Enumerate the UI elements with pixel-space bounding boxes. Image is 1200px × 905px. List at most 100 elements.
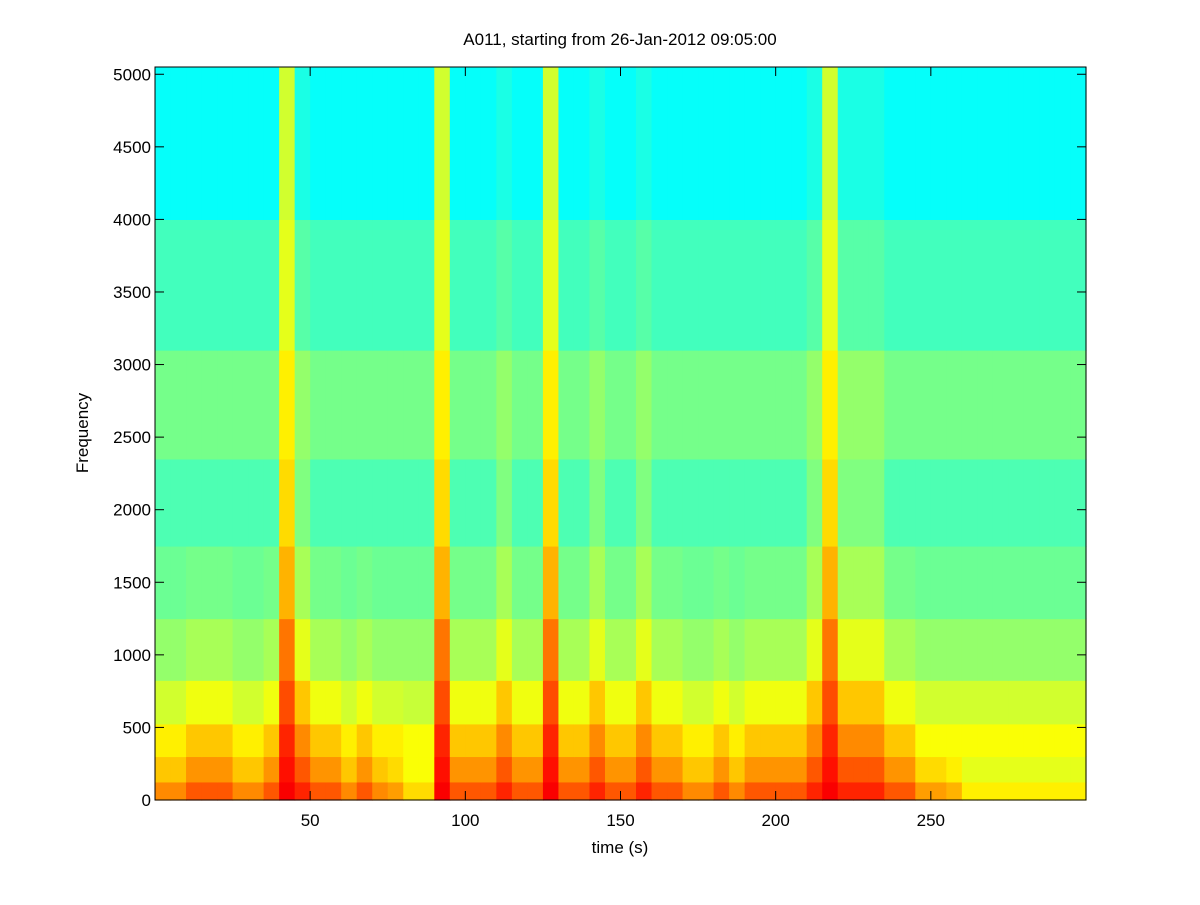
- cell: [604, 618, 622, 681]
- cell: [713, 618, 730, 681]
- cell: [418, 618, 435, 681]
- cell: [868, 723, 885, 758]
- cell: [589, 458, 606, 547]
- cell: [1039, 680, 1056, 725]
- cell: [434, 350, 451, 460]
- cell: [620, 781, 637, 801]
- cell: [155, 350, 172, 460]
- cell: [341, 458, 358, 547]
- cell: [760, 219, 777, 351]
- cell: [946, 67, 963, 221]
- cell: [449, 680, 466, 725]
- cell: [434, 545, 451, 620]
- cell: [511, 756, 528, 783]
- cell: [558, 756, 575, 783]
- cell: [1039, 756, 1056, 783]
- cell: [341, 723, 358, 758]
- cell: [930, 545, 947, 620]
- cell: [1054, 458, 1072, 547]
- cell: [884, 756, 901, 783]
- cell: [527, 723, 544, 758]
- cell: [760, 545, 777, 620]
- cell: [279, 350, 296, 460]
- cell: [449, 67, 466, 221]
- cell: [232, 781, 249, 801]
- cell: [713, 458, 730, 547]
- cell: [744, 350, 761, 460]
- cell: [527, 458, 544, 547]
- cell: [899, 723, 916, 758]
- cell: [992, 458, 1010, 547]
- cell: [915, 545, 932, 620]
- cell: [372, 756, 389, 783]
- cell: [682, 756, 699, 783]
- cell: [961, 219, 978, 351]
- cell: [372, 219, 389, 351]
- cell: [729, 545, 746, 620]
- cell: [558, 350, 575, 460]
- cell: [480, 219, 497, 351]
- cell: [465, 618, 482, 681]
- cell: [170, 545, 187, 620]
- cell: [729, 680, 746, 725]
- cell: [806, 67, 823, 221]
- cell: [884, 680, 901, 725]
- cell: [698, 458, 715, 547]
- cell: [791, 680, 808, 725]
- cell: [698, 680, 715, 725]
- cell: [434, 723, 451, 758]
- cell: [310, 618, 327, 681]
- cell: [434, 781, 451, 801]
- cell: [853, 458, 870, 547]
- cell: [372, 781, 389, 801]
- cell: [713, 723, 730, 758]
- cell: [1039, 67, 1056, 221]
- cell: [155, 219, 172, 351]
- cell: [1008, 723, 1025, 758]
- cell: [822, 680, 839, 725]
- cell: [356, 781, 373, 801]
- cell: [325, 458, 342, 547]
- cell: [403, 545, 420, 620]
- cell: [217, 756, 234, 783]
- cell: [1070, 781, 1087, 801]
- x-tick-label: 100: [451, 811, 479, 830]
- cell: [915, 67, 932, 221]
- cell: [496, 756, 513, 783]
- y-tick-label: 4000: [113, 210, 151, 229]
- cell: [899, 781, 916, 801]
- cell: [946, 723, 963, 758]
- cell: [1054, 67, 1072, 221]
- cell: [1023, 458, 1041, 547]
- cell: [511, 67, 528, 221]
- cell: [248, 458, 265, 547]
- cell: [279, 67, 296, 221]
- cell: [604, 723, 622, 758]
- cell: [961, 680, 978, 725]
- y-tick-label: 2000: [113, 501, 151, 520]
- cell: [713, 781, 730, 801]
- cell: [977, 618, 994, 681]
- cell: [977, 781, 994, 801]
- cell: [434, 756, 451, 783]
- cell: [837, 781, 854, 801]
- cell: [325, 219, 342, 351]
- cell: [558, 618, 575, 681]
- cell: [698, 350, 715, 460]
- cell: [822, 67, 839, 221]
- cell: [217, 458, 234, 547]
- cell: [248, 680, 265, 725]
- cell: [760, 680, 777, 725]
- cell: [558, 67, 575, 221]
- cell: [775, 756, 792, 783]
- cell: [884, 67, 901, 221]
- cell: [542, 458, 560, 547]
- cell: [1070, 618, 1087, 681]
- cell: [201, 781, 218, 801]
- cell: [729, 350, 746, 460]
- cell: [387, 723, 404, 758]
- cell: [186, 618, 203, 681]
- cell: [667, 618, 684, 681]
- cell: [930, 350, 947, 460]
- cell: [217, 350, 234, 460]
